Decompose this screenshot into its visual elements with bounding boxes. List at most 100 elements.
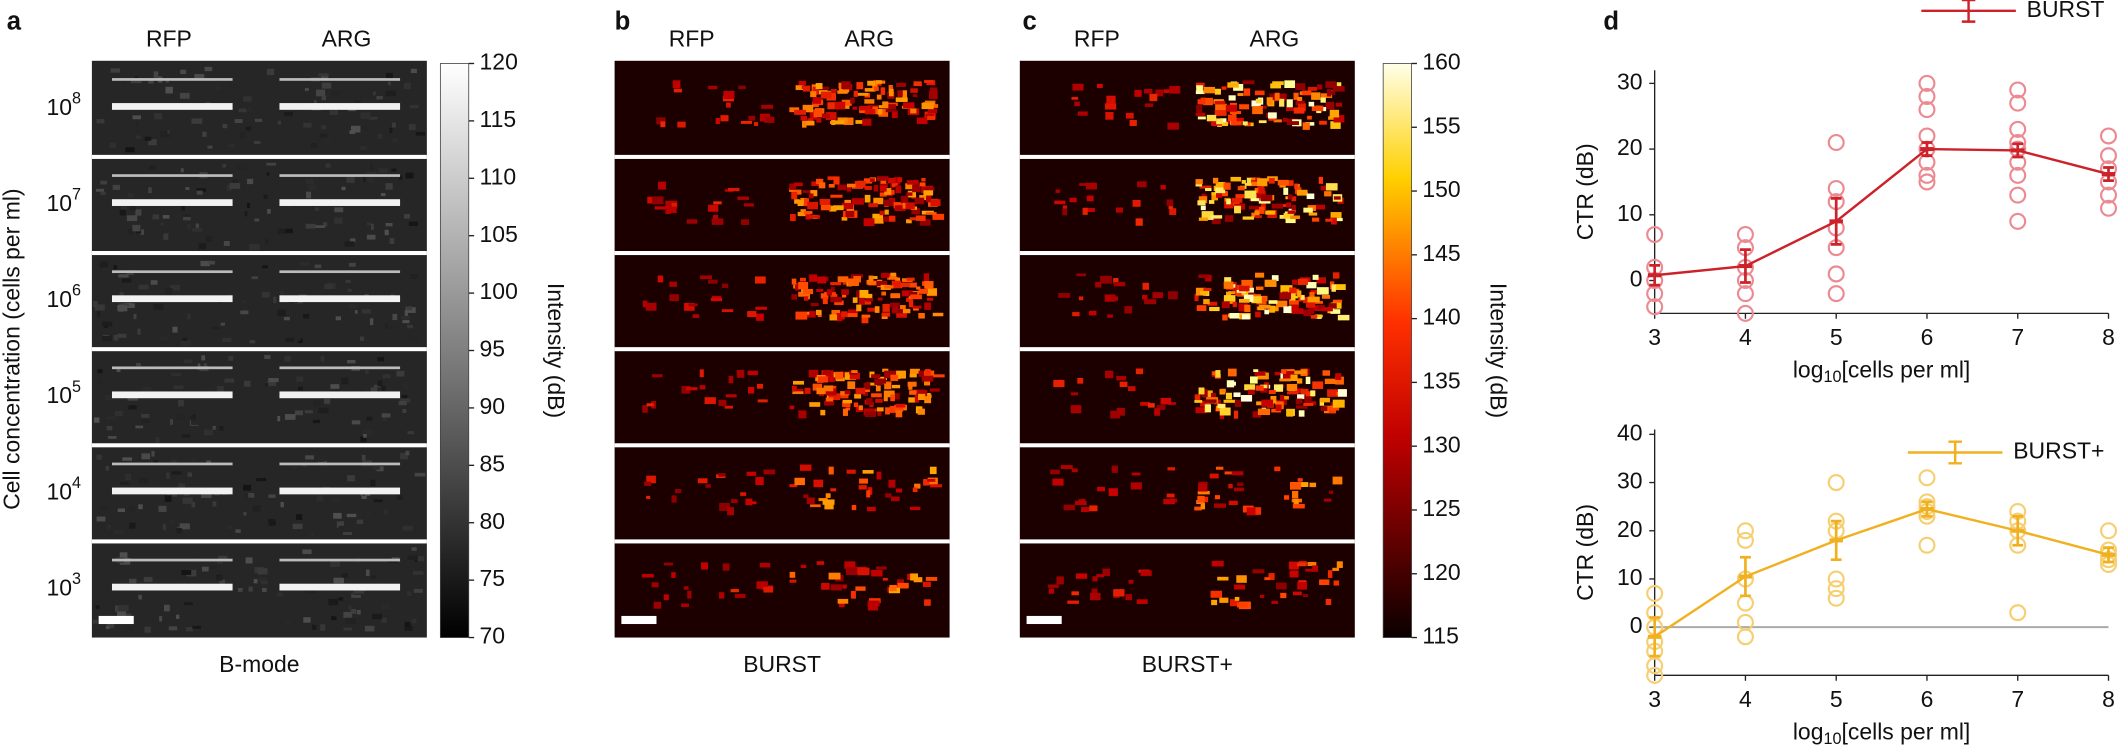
texture bbox=[859, 289, 869, 298]
texture bbox=[260, 580, 268, 585]
texture bbox=[1295, 405, 1308, 409]
texture bbox=[363, 433, 367, 438]
texture bbox=[1210, 392, 1217, 400]
texture bbox=[918, 288, 928, 294]
texture bbox=[889, 584, 897, 592]
texture bbox=[852, 297, 858, 303]
texture bbox=[1337, 389, 1347, 397]
texture bbox=[1335, 373, 1342, 380]
texture bbox=[1258, 304, 1271, 309]
texture bbox=[864, 186, 872, 190]
texture bbox=[1312, 274, 1319, 280]
texture bbox=[1119, 381, 1128, 387]
texture bbox=[247, 178, 254, 185]
texture bbox=[144, 626, 151, 633]
texture bbox=[759, 562, 771, 568]
texture bbox=[119, 552, 128, 558]
row-label-exponent: 4 bbox=[72, 474, 81, 492]
texture bbox=[312, 624, 317, 630]
texture bbox=[226, 525, 233, 530]
texture bbox=[1268, 300, 1278, 304]
texture bbox=[192, 227, 203, 232]
texture bbox=[186, 224, 192, 230]
texture bbox=[1280, 285, 1293, 293]
colorbar-tick-label: 130 bbox=[1422, 431, 1460, 457]
texture bbox=[840, 394, 849, 399]
data-point bbox=[1918, 88, 1936, 106]
texture bbox=[1252, 106, 1263, 115]
texture bbox=[1254, 210, 1260, 216]
texture bbox=[1330, 212, 1342, 219]
texture bbox=[254, 218, 260, 222]
texture bbox=[900, 282, 911, 288]
texture bbox=[1210, 215, 1223, 219]
row-separator bbox=[614, 154, 950, 159]
texture bbox=[279, 103, 401, 110]
texture bbox=[722, 563, 730, 571]
texture bbox=[1233, 392, 1241, 397]
texture bbox=[351, 594, 361, 598]
texture bbox=[830, 282, 842, 286]
texture bbox=[348, 304, 356, 309]
texture bbox=[834, 101, 846, 110]
texture bbox=[1324, 191, 1332, 197]
texture bbox=[1160, 397, 1172, 405]
y-tick-label: 0 bbox=[1630, 612, 1643, 638]
texture bbox=[248, 586, 253, 592]
texture bbox=[1272, 81, 1284, 86]
texture bbox=[1268, 177, 1275, 184]
texture bbox=[253, 579, 258, 584]
texture bbox=[1214, 100, 1226, 105]
texture bbox=[1230, 176, 1242, 182]
texture bbox=[320, 355, 325, 362]
texture bbox=[1215, 181, 1226, 187]
texture bbox=[244, 380, 251, 387]
texture bbox=[245, 126, 252, 131]
texture bbox=[1071, 468, 1078, 473]
texture bbox=[338, 525, 346, 529]
texture bbox=[1113, 281, 1126, 287]
texture bbox=[320, 75, 329, 79]
texture bbox=[1310, 390, 1316, 397]
texture bbox=[360, 112, 371, 119]
row-separator bbox=[91, 154, 427, 159]
texture bbox=[1230, 121, 1242, 126]
texture bbox=[914, 483, 921, 489]
texture bbox=[407, 431, 415, 435]
texture bbox=[818, 182, 826, 189]
texture bbox=[376, 466, 384, 472]
texture bbox=[890, 293, 901, 299]
texture bbox=[1237, 93, 1244, 96]
texture bbox=[841, 216, 848, 221]
texture bbox=[868, 203, 878, 208]
texture bbox=[344, 241, 355, 247]
texture bbox=[1203, 287, 1212, 291]
texture bbox=[930, 199, 941, 207]
texture bbox=[857, 567, 870, 576]
texture bbox=[128, 228, 134, 235]
texture bbox=[1229, 110, 1242, 115]
texture bbox=[687, 590, 692, 599]
texture bbox=[1253, 369, 1259, 373]
texture bbox=[646, 403, 654, 407]
texture bbox=[385, 183, 393, 190]
texture bbox=[1169, 85, 1181, 94]
colorbar-tick-label: 95 bbox=[480, 336, 506, 362]
texture bbox=[740, 492, 747, 496]
texture bbox=[170, 519, 175, 526]
texture bbox=[343, 627, 353, 631]
data-point bbox=[1646, 298, 1664, 316]
texture bbox=[896, 488, 903, 493]
texture bbox=[800, 115, 808, 121]
texture bbox=[893, 177, 901, 185]
texture bbox=[163, 233, 169, 240]
texture bbox=[292, 523, 303, 530]
texture bbox=[136, 363, 141, 366]
texture bbox=[1308, 307, 1315, 314]
texture bbox=[106, 303, 115, 307]
texture bbox=[113, 529, 124, 535]
texture bbox=[243, 96, 252, 102]
texture bbox=[1254, 90, 1265, 96]
texture bbox=[99, 261, 109, 268]
texture bbox=[852, 106, 858, 110]
